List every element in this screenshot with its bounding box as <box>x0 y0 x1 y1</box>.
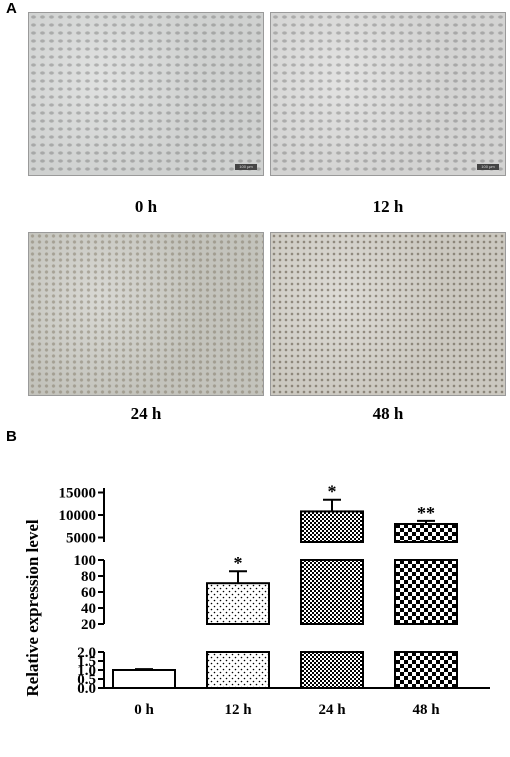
y-tick-label: 1.0 <box>77 663 96 679</box>
y-tick-label: 2.0 <box>77 645 96 661</box>
bar-24h <box>300 651 364 689</box>
y-tick-label: 0.0 <box>77 681 96 697</box>
bar-12h <box>206 651 270 689</box>
micrograph-label-12h: 12 h <box>372 197 404 216</box>
micrograph-48h <box>270 232 506 396</box>
scale-bar: 100 μm <box>477 164 499 170</box>
y-tick-label: 1.5 <box>77 654 96 670</box>
micrograph-12h: 100 μm <box>270 12 506 176</box>
significance-marker: * <box>328 482 337 502</box>
micrograph-label-24h: 24 h <box>130 404 162 423</box>
y-tick-label: 10000 <box>59 508 97 524</box>
x-tick-label: 24 h <box>318 702 346 718</box>
micrograph-24h <box>28 232 264 396</box>
y-tick-label: 40 <box>81 601 96 617</box>
bar-0h <box>112 669 176 689</box>
scale-bar: 100 μm <box>235 164 257 170</box>
significance-marker: ** <box>417 503 435 523</box>
micrograph-label-48h: 48 h <box>372 404 404 423</box>
panel-a-letter: A <box>6 0 17 17</box>
x-tick-label: 12 h <box>224 702 252 718</box>
bar-24h <box>300 510 364 544</box>
y-tick-label: 20 <box>81 617 96 633</box>
x-tick-label: 0 h <box>134 702 154 718</box>
micrograph-label-0h: 0 h <box>134 197 158 216</box>
bar-48h <box>394 523 458 543</box>
y-tick-label: 60 <box>81 585 96 601</box>
bar-48h <box>394 651 458 689</box>
bar-24h <box>300 559 364 625</box>
y-tick-label: 80 <box>81 569 96 585</box>
y-tick-label: 15000 <box>59 486 97 502</box>
bar-12h <box>206 582 270 625</box>
y-tick-label: 0.5 <box>77 672 96 688</box>
significance-marker: * <box>234 553 243 573</box>
micrograph-0h: 100 μm <box>28 12 264 176</box>
bar-48h <box>394 559 458 625</box>
y-tick-label: 5000 <box>66 531 96 547</box>
y-tick-label: 100 <box>74 553 97 569</box>
y-axis-label: Relative expression level <box>23 519 42 696</box>
panel-b-letter: B <box>6 428 17 445</box>
x-tick-label: 48 h <box>412 702 440 718</box>
bar-chart: Relative expression level 0.00.51.01.52.… <box>23 482 490 718</box>
